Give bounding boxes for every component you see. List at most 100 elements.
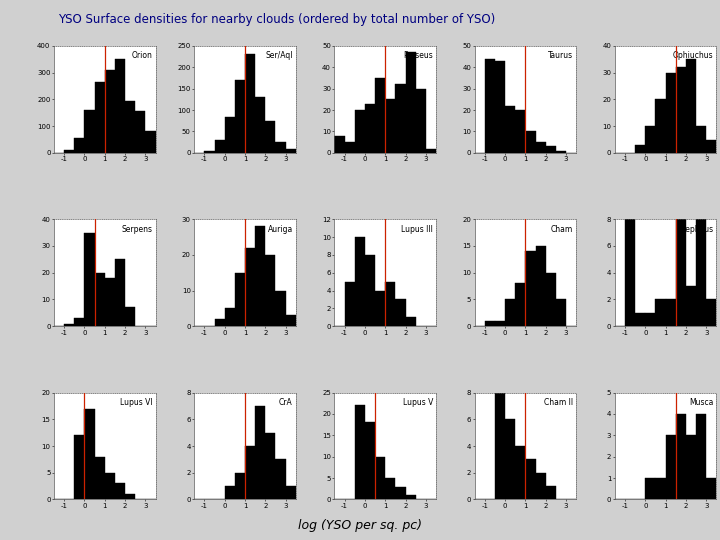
Bar	[286, 315, 296, 326]
Bar	[645, 313, 655, 326]
Bar	[74, 435, 84, 500]
Bar	[395, 300, 405, 326]
Bar	[84, 409, 94, 500]
Bar	[334, 136, 345, 153]
Bar	[505, 106, 516, 153]
Text: Serpens: Serpens	[122, 225, 153, 234]
Bar	[655, 300, 665, 326]
Bar	[225, 486, 235, 500]
Bar	[235, 273, 245, 326]
Bar	[686, 286, 696, 326]
Bar	[706, 478, 716, 500]
Bar	[276, 142, 286, 153]
Bar	[255, 97, 265, 153]
Bar	[225, 117, 235, 153]
Text: Cepheus: Cepheus	[680, 225, 714, 234]
Bar	[556, 151, 566, 153]
Bar	[526, 251, 536, 326]
Bar	[94, 273, 105, 326]
Bar	[276, 291, 286, 326]
Bar	[375, 457, 385, 500]
Bar	[665, 73, 676, 153]
Bar	[556, 300, 566, 326]
Bar	[64, 323, 74, 326]
Bar	[125, 101, 135, 153]
Bar	[145, 131, 156, 153]
Bar	[665, 300, 676, 326]
Bar	[94, 457, 105, 500]
Bar	[365, 255, 375, 326]
Bar	[115, 59, 125, 153]
Bar	[415, 89, 426, 153]
Text: log (YSO per sq. pc): log (YSO per sq. pc)	[298, 519, 422, 532]
Bar	[625, 219, 635, 326]
Bar	[536, 246, 546, 326]
Bar	[286, 148, 296, 153]
Text: Lupus V: Lupus V	[402, 398, 433, 407]
Bar	[706, 139, 716, 153]
Bar	[84, 110, 94, 153]
Bar	[546, 486, 556, 500]
Bar	[645, 126, 655, 153]
Bar	[355, 237, 365, 326]
Bar	[125, 494, 135, 500]
Bar	[255, 226, 265, 326]
Bar	[655, 99, 665, 153]
Bar	[635, 313, 645, 326]
Bar	[536, 472, 546, 500]
Bar	[546, 146, 556, 153]
Bar	[696, 126, 706, 153]
Bar	[526, 131, 536, 153]
Bar	[105, 278, 115, 326]
Bar	[505, 419, 516, 500]
Text: CrA: CrA	[279, 398, 293, 407]
Bar	[405, 318, 415, 326]
Bar	[706, 300, 716, 326]
Bar	[405, 52, 415, 153]
Bar	[516, 110, 526, 153]
Text: YSO Surface densities for nearby clouds (ordered by total number of YSO): YSO Surface densities for nearby clouds …	[58, 14, 495, 26]
Text: Auriga: Auriga	[268, 225, 293, 234]
Bar	[115, 259, 125, 326]
Bar	[516, 446, 526, 500]
Bar	[686, 435, 696, 500]
Bar	[395, 487, 405, 500]
Text: Lupus III: Lupus III	[401, 225, 433, 234]
Bar	[505, 300, 516, 326]
Bar	[655, 478, 665, 500]
Bar	[485, 321, 495, 326]
Text: Orion: Orion	[132, 51, 153, 60]
Bar	[255, 406, 265, 500]
Bar	[276, 460, 286, 500]
Bar	[676, 219, 686, 326]
Bar	[676, 414, 686, 500]
Bar	[345, 282, 355, 326]
Bar	[64, 150, 74, 153]
Bar	[385, 282, 395, 326]
Bar	[135, 111, 145, 153]
Bar	[365, 104, 375, 153]
Bar	[215, 140, 225, 153]
Bar	[74, 138, 84, 153]
Text: Lupus VI: Lupus VI	[120, 398, 153, 407]
Bar	[265, 121, 276, 153]
Bar	[215, 319, 225, 326]
Bar	[365, 422, 375, 500]
Bar	[115, 483, 125, 500]
Bar	[105, 70, 115, 153]
Bar	[375, 291, 385, 326]
Bar	[546, 273, 556, 326]
Text: Taurus: Taurus	[548, 51, 573, 60]
Bar	[485, 59, 495, 153]
Bar	[395, 84, 405, 153]
Bar	[286, 486, 296, 500]
Text: Cham II: Cham II	[544, 398, 573, 407]
Text: Ser/Aql: Ser/Aql	[265, 51, 293, 60]
Text: Cham: Cham	[551, 225, 573, 234]
Bar	[265, 255, 276, 326]
Bar	[355, 406, 365, 500]
Bar	[345, 142, 355, 153]
Bar	[265, 433, 276, 500]
Bar	[235, 80, 245, 153]
Bar	[235, 472, 245, 500]
